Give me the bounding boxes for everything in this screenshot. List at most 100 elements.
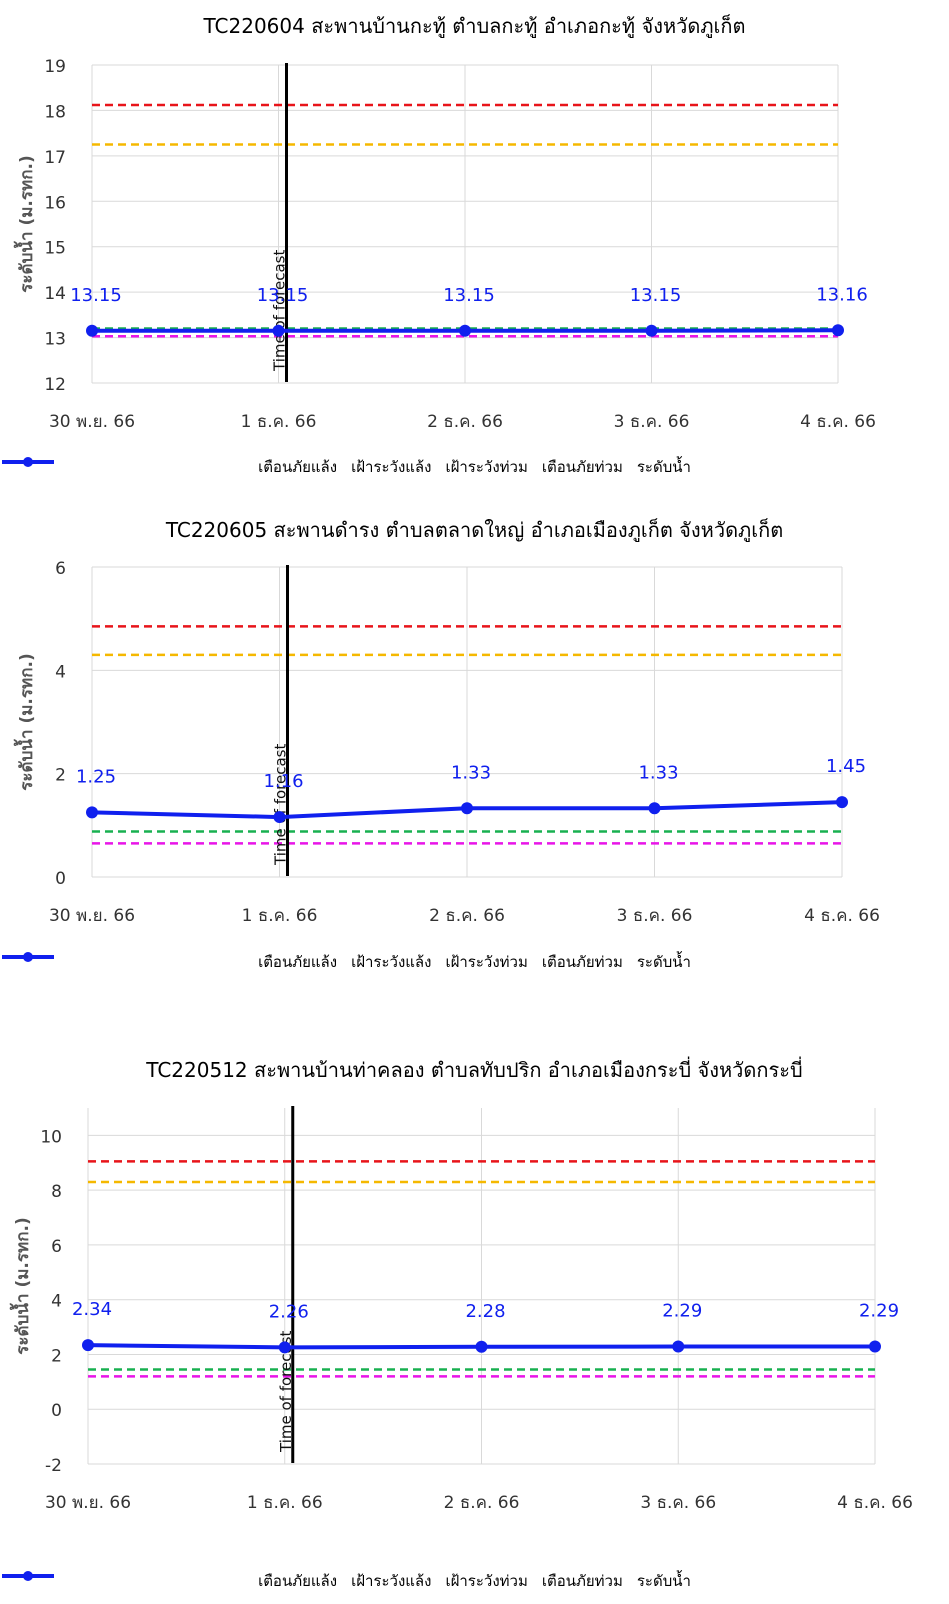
y-tick-label: 2 [51, 1346, 62, 1366]
data-label: 2.29 [859, 1301, 899, 1322]
legend-label: ระดับน้ำ [636, 1572, 691, 1590]
x-tick-label: 3 ธ.ค. 66 [640, 1493, 716, 1513]
y-tick-label: 0 [55, 869, 66, 889]
legend-item-drought-watch: เฝ้าระวังแล้ง [2, 1569, 432, 1593]
legend-item-flood-warning: เตือนภัยท่วม [2, 455, 623, 479]
chart-title: TC220604 สะพานบ้านกะทู้ ตำบลกะทู้ อำเภอก… [203, 14, 746, 38]
data-point [86, 324, 98, 337]
x-tick-label: 1 ธ.ค. 66 [247, 1493, 323, 1513]
legend-label: เตือนภัยแล้ง [258, 953, 338, 971]
chart-title: TC220605 สะพานดำรง ตำบลตลาดใหญ่ อำเภอเมื… [165, 518, 784, 542]
y-tick-label: 17 [44, 148, 66, 168]
x-tick-label: 30 พ.ย. 66 [49, 906, 135, 926]
data-label: 1.25 [76, 766, 116, 787]
y-tick-label: 18 [44, 102, 66, 122]
legend-item-water-level: ระดับน้ำ [2, 950, 691, 974]
y-tick-label: 4 [55, 662, 66, 682]
data-point [645, 324, 658, 337]
data-point [278, 1341, 291, 1354]
x-tick-label: 2 ธ.ค. 66 [427, 412, 503, 432]
x-tick-label: 4 ธ.ค. 66 [800, 412, 876, 432]
y-tick-label: 8 [51, 1182, 62, 1202]
y-tick-label: 12 [44, 375, 66, 395]
data-label: 2.28 [465, 1301, 505, 1322]
data-label: 1.33 [638, 762, 678, 783]
legend-label: เฝ้าระวังท่วม [445, 953, 528, 971]
x-tick-label: 30 พ.ย. 66 [45, 1493, 131, 1513]
data-point [832, 324, 844, 337]
y-axis-label: ระดับน้ำ (ม.รทก.) [9, 1217, 33, 1354]
data-label: 2.29 [662, 1301, 702, 1322]
legend-label: เฝ้าระวังท่วม [445, 458, 528, 476]
y-axis-label: ระดับน้ำ (ม.รทก.) [13, 155, 37, 292]
x-tick-label: 2 ธ.ค. 66 [429, 906, 505, 926]
y-tick-label: 14 [44, 284, 66, 304]
y-tick-label: 19 [44, 57, 66, 77]
chart-legend: เตือนภัยแล้ง เฝ้าระวังแล้ง เฝ้าระวังท่วม เต… [0, 950, 949, 974]
legend-swatch [2, 457, 54, 467]
y-tick-label: 15 [44, 239, 66, 259]
chart-legend: เตือนภัยแล้ง เฝ้าระวังแล้ง เฝ้าระวังท่วม เต… [0, 1569, 949, 1593]
data-label: 13.15 [257, 285, 309, 306]
y-axis-label: ระดับน้ำ (ม.รทก.) [13, 653, 37, 790]
legend-label: เตือนภัยท่วม [541, 1572, 623, 1590]
legend-item-flood-watch: เฝ้าระวังท่วม [2, 950, 528, 974]
x-tick-label: 1 ธ.ค. 66 [242, 906, 318, 926]
data-point [475, 1340, 488, 1353]
data-label: 2.34 [72, 1299, 112, 1320]
legend-item-flood-watch: เฝ้าระวังท่วม [2, 455, 528, 479]
legend-label: เตือนภัยแล้ง [258, 1572, 338, 1590]
legend-label: เฝ้าระวังแล้ง [351, 953, 432, 971]
forecast-label: Time of forecast [272, 744, 290, 866]
legend-label: เตือนภัยแล้ง [258, 458, 338, 476]
legend-label: ระดับน้ำ [636, 953, 691, 971]
chart-panel-1: TC220604 สะพานบ้านกะทู้ ตำบลกะทู้ อำเภอก… [0, 0, 949, 490]
data-label: 13.15 [630, 285, 682, 306]
data-label: 13.16 [816, 284, 868, 305]
x-tick-label: 3 ธ.ค. 66 [617, 906, 693, 926]
chart-plot: 0 2 4 6 30 พ.ย. 66 1 ธ.ค. 66 2 ธ.ค. 66 3 ธ.ค. 6… [13, 559, 880, 926]
chart-plot: -2 0 2 4 6 8 10 30 พ.ย. 66 1 ธ.ค. 66 2 ธ.ค. 66 3 ธ… [9, 1106, 913, 1513]
y-tick-label: 16 [44, 193, 66, 213]
data-label: 1.45 [826, 756, 866, 777]
forecast-label: Time of forecast [277, 1331, 295, 1453]
data-point [86, 806, 98, 819]
legend-item-drought-watch: เฝ้าระวังแล้ง [2, 950, 432, 974]
legend-label: เตือนภัยท่วม [541, 953, 623, 971]
x-tick-label: 4 ธ.ค. 66 [804, 906, 880, 926]
legend-item-drought-watch: เฝ้าระวังแล้ง [2, 455, 432, 479]
legend-label: เฝ้าระวังแล้ง [351, 1572, 432, 1590]
x-tick-label: 30 พ.ย. 66 [49, 412, 135, 432]
legend-swatch [2, 952, 54, 962]
y-tick-label: 0 [51, 1401, 62, 1421]
legend-item-flood-warning: เตือนภัยท่วม [2, 950, 623, 974]
legend-item-water-level: ระดับน้ำ [2, 1569, 691, 1593]
data-point [672, 1340, 685, 1353]
y-tick-label: 6 [55, 559, 66, 579]
data-point [273, 811, 286, 824]
y-tick-label: -2 [45, 1456, 62, 1476]
legend-item-drought-warning: เตือนภัยแล้ง [2, 1569, 338, 1593]
x-tick-label: 1 ธ.ค. 66 [241, 412, 317, 432]
legend-swatch [2, 1571, 54, 1581]
legend-label: เฝ้าระวังแล้ง [351, 458, 432, 476]
y-tick-label: 13 [44, 330, 66, 350]
legend-item-flood-warning: เตือนภัยท่วม [2, 1569, 623, 1593]
y-tick-label: 2 [55, 766, 66, 786]
data-point [648, 802, 661, 815]
legend-item-drought-warning: เตือนภัยแล้ง [2, 950, 338, 974]
chart-legend: เตือนภัยแล้ง เฝ้าระวังแล้ง เฝ้าระวังท่วม เต… [0, 455, 949, 479]
data-label: 13.15 [443, 285, 495, 306]
data-label: 13.15 [70, 285, 122, 306]
x-tick-label: 4 ธ.ค. 66 [837, 1493, 913, 1513]
legend-label: เฝ้าระวังท่วม [445, 1572, 528, 1590]
legend-item-drought-warning: เตือนภัยแล้ง [2, 455, 338, 479]
chart-panel-2: TC220605 สะพานดำรง ตำบลตลาดใหญ่ อำเภอเมื… [0, 500, 949, 1000]
chart-panel-3: TC220512 สะพานบ้านท่าคลอง ตำบลทับปริก อำ… [0, 1040, 949, 1604]
x-tick-label: 2 ธ.ค. 66 [444, 1493, 520, 1513]
chart-title: TC220512 สะพานบ้านท่าคลอง ตำบลทับปริก อำ… [146, 1058, 803, 1082]
y-tick-label: 10 [40, 1127, 62, 1147]
legend-marker [23, 1571, 33, 1581]
legend-label: เตือนภัยท่วม [541, 458, 623, 476]
chart-plot: 12 13 14 15 16 17 18 19 30 พ.ย. 66 1 ธ.ค. 66 2 ธ.ค… [13, 57, 876, 432]
